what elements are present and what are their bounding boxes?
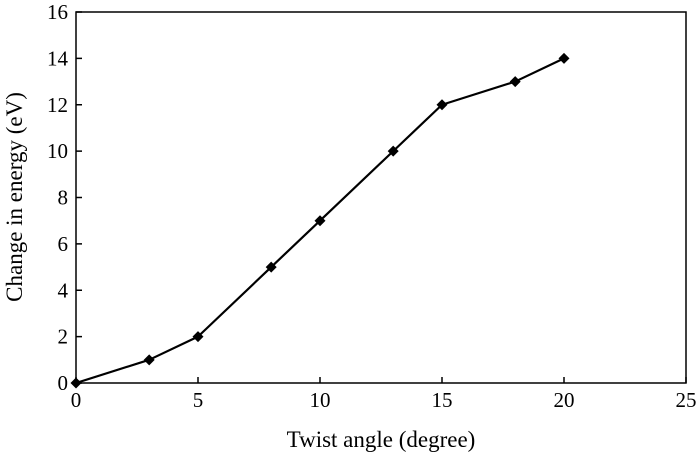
plot-area [75,11,687,384]
y-tick-label: 4 [58,278,69,302]
x-tick-label: 5 [193,388,204,412]
x-axis-ticks: 0 5 10 15 20 25 [71,377,697,412]
series-layer [70,52,570,389]
data-point-marker [436,99,448,111]
y-tick-label: 16 [47,0,68,24]
x-tick-label: 0 [71,388,82,412]
x-axis-title: Twist angle (degree) [287,427,476,452]
y-tick-label: 10 [47,139,68,163]
y-tick-label: 14 [47,46,69,70]
y-tick-label: 12 [47,93,68,117]
y-tick-label: 6 [58,232,69,256]
x-tick-label: 20 [554,388,575,412]
y-tick-label: 0 [58,371,69,395]
data-point-marker [558,52,570,64]
data-point-marker [70,377,82,389]
data-point-marker [314,215,326,227]
x-tick-label: 10 [310,388,331,412]
y-axis-ticks: 0 2 4 6 8 10 12 14 16 [47,0,82,395]
data-point-marker [509,76,521,88]
x-tick-label: 15 [432,388,453,412]
x-tick-label: 25 [676,388,697,412]
data-point-marker [265,261,277,273]
y-tick-label: 8 [58,186,69,210]
data-point-marker [387,145,399,157]
data-point-marker [192,331,204,343]
plot-frame [75,11,687,384]
data-point-marker [143,354,155,366]
y-axis-title: Change in energy (eV) [2,92,27,302]
y-tick-label: 2 [58,325,69,349]
